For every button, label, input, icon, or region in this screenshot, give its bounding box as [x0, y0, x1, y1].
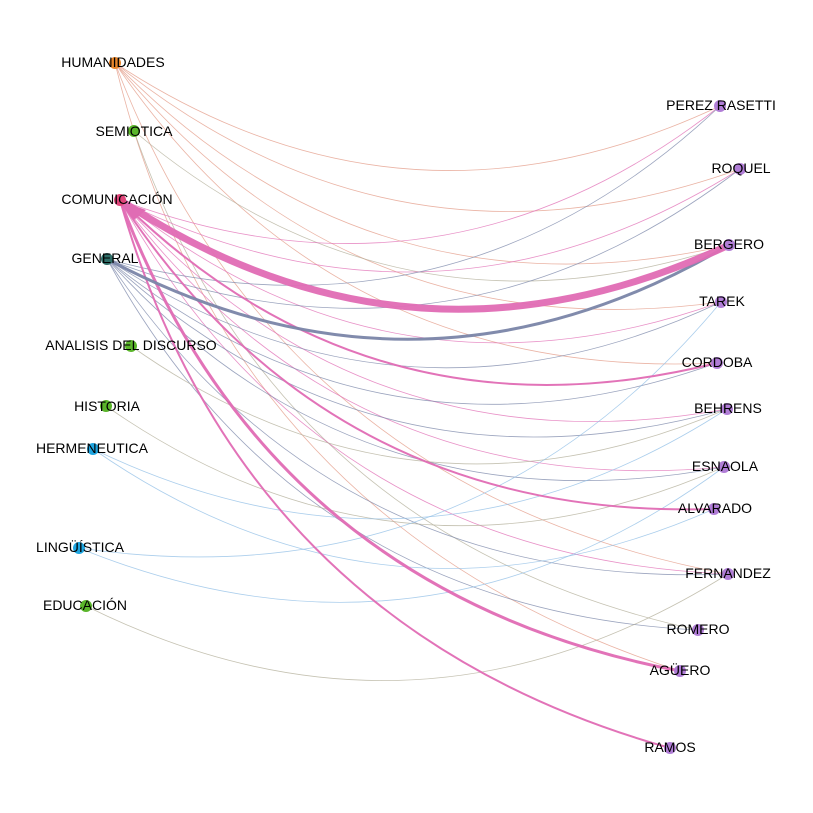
- label-perez: PEREZ RASETTI: [666, 97, 776, 113]
- edges-layer: [78, 62, 741, 749]
- edge-hermeneutica-alvarado: [92, 448, 715, 569]
- edge-humanidades-fernandez: [114, 62, 729, 575]
- node-ramos: [664, 742, 676, 754]
- edge-humanidades-roquel: [114, 62, 741, 212]
- label-semiotica: SEMIOTICA: [95, 123, 173, 139]
- edge-linguistica-esnaola: [78, 466, 725, 603]
- edge-semiotica-bergero: [133, 130, 730, 282]
- node-perez: [714, 100, 726, 112]
- label-aguero: AGÜERO: [650, 661, 711, 678]
- label-linguistica: LINGÜÍSTICA: [36, 538, 125, 555]
- label-general: GENERAL: [72, 250, 139, 266]
- node-cordoba: [711, 357, 723, 369]
- edge-historia-esnaola: [105, 405, 725, 527]
- node-aguero: [674, 665, 686, 677]
- edge-general-behrens: [106, 258, 728, 438]
- node-fernandez: [722, 568, 734, 580]
- edge-comunicacion-ramos: [119, 199, 671, 749]
- edge-linguistica-tarek: [78, 301, 722, 558]
- edge-general-tarek: [106, 258, 722, 369]
- edge-comunicacion-alvarado: [119, 199, 715, 511]
- label-hermeneutica: HERMENEUTICA: [36, 440, 149, 456]
- label-educacion: EDUCACIÓN: [43, 597, 127, 613]
- label-analisis: ANALISIS DEL DISCURSO: [45, 337, 217, 353]
- edge-comunicacion-tarek: [119, 199, 722, 344]
- edge-comunicacion-behrens: [119, 199, 728, 422]
- node-analisis: [125, 340, 137, 352]
- edge-comunicacion-esnaola: [119, 199, 725, 472]
- edge-comunicacion-cordoba: [119, 199, 718, 386]
- edge-humanidades-cordoba: [114, 62, 718, 365]
- edge-humanidades-perez: [114, 62, 721, 171]
- edge-comunicacion-roquel: [119, 168, 741, 273]
- node-romero: [692, 624, 704, 636]
- label-historia: HISTORIA: [74, 398, 141, 414]
- node-educacion: [80, 600, 92, 612]
- node-comunicacion: [114, 194, 126, 206]
- node-general: [101, 253, 113, 265]
- edge-general-perez: [106, 105, 721, 286]
- label-alvarado: ALVARADO: [678, 500, 752, 516]
- node-tarek: [715, 296, 727, 308]
- label-bergero: BERGERO: [694, 236, 764, 252]
- edge-comunicacion-aguero: [118, 199, 681, 673]
- edge-general-roquel: [106, 168, 741, 309]
- node-hermeneutica: [87, 443, 99, 455]
- node-roquel: [734, 163, 746, 175]
- node-bergero: [723, 239, 735, 251]
- node-esnaola: [718, 461, 730, 473]
- edge-general-bergero: [106, 243, 730, 341]
- label-roquel: ROQUEL: [711, 160, 770, 176]
- edge-educacion-fernandez: [85, 573, 729, 681]
- node-historia: [100, 400, 112, 412]
- label-romero: ROMERO: [667, 621, 730, 637]
- edge-humanidades-aguero: [114, 62, 681, 672]
- edge-analisis-behrens: [130, 345, 728, 465]
- nodes-layer: HUMANIDADES SEMIOTICA COMUNICACIÓN GENERAL A…: [36, 54, 776, 755]
- edge-comunicacion-perez: [119, 105, 721, 244]
- edge-hermeneutica-behrens: [92, 408, 728, 520]
- label-cordoba: CORDOBA: [682, 354, 753, 370]
- label-fernandez: FERNANDEZ: [685, 565, 771, 581]
- label-humanidades: HUMANIDADES: [61, 54, 164, 70]
- node-humanidades: [109, 57, 121, 69]
- node-behrens: [721, 403, 733, 415]
- label-comunicacion: COMUNICACIÓN: [61, 191, 172, 207]
- node-semiotica: [128, 125, 140, 137]
- edge-humanidades-bergero: [114, 62, 730, 265]
- edge-humanidades-tarek: [114, 62, 722, 310]
- arrowhead-comunicacion: [118, 200, 146, 220]
- label-ramos: RAMOS: [644, 739, 695, 755]
- edge-general-cordoba: [106, 258, 718, 405]
- node-linguistica: [73, 542, 85, 554]
- label-esnaola: ESNAOLA: [692, 458, 759, 474]
- label-behrens: BEHRENS: [694, 400, 762, 416]
- label-tarek: TAREK: [699, 293, 745, 309]
- edge-semiotica-romero: [133, 130, 699, 631]
- node-alvarado: [708, 503, 720, 515]
- edge-comunicacion-bergero: [118, 197, 731, 313]
